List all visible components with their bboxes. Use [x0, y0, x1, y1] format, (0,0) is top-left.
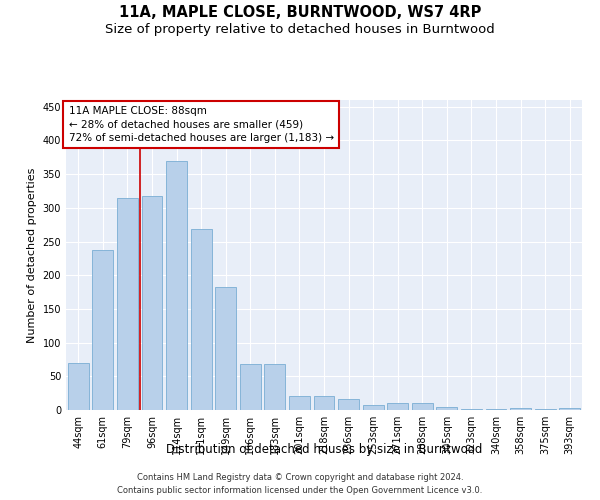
Y-axis label: Number of detached properties: Number of detached properties: [27, 168, 37, 342]
Bar: [338, 398, 359, 410]
Text: 11A, MAPLE CLOSE, BURNTWOOD, WS7 4RP: 11A, MAPLE CLOSE, BURNTWOOD, WS7 4RP: [119, 5, 481, 20]
Bar: [314, 396, 334, 410]
Bar: [92, 250, 113, 410]
Bar: [191, 230, 212, 410]
Bar: [142, 196, 163, 410]
Bar: [166, 160, 187, 410]
Bar: [510, 408, 531, 410]
Bar: [215, 286, 236, 410]
Bar: [461, 408, 482, 410]
Bar: [485, 408, 506, 410]
Text: 11A MAPLE CLOSE: 88sqm
← 28% of detached houses are smaller (459)
72% of semi-de: 11A MAPLE CLOSE: 88sqm ← 28% of detached…: [68, 106, 334, 142]
Bar: [387, 404, 408, 410]
Bar: [362, 404, 383, 410]
Bar: [559, 408, 580, 410]
Bar: [117, 198, 138, 410]
Bar: [412, 404, 433, 410]
Text: Contains HM Land Registry data © Crown copyright and database right 2024.
Contai: Contains HM Land Registry data © Crown c…: [118, 474, 482, 495]
Text: Size of property relative to detached houses in Burntwood: Size of property relative to detached ho…: [105, 22, 495, 36]
Bar: [68, 363, 89, 410]
Bar: [265, 364, 286, 410]
Bar: [436, 408, 457, 410]
Bar: [240, 364, 261, 410]
Text: Distribution of detached houses by size in Burntwood: Distribution of detached houses by size …: [166, 442, 482, 456]
Bar: [289, 396, 310, 410]
Bar: [535, 408, 556, 410]
